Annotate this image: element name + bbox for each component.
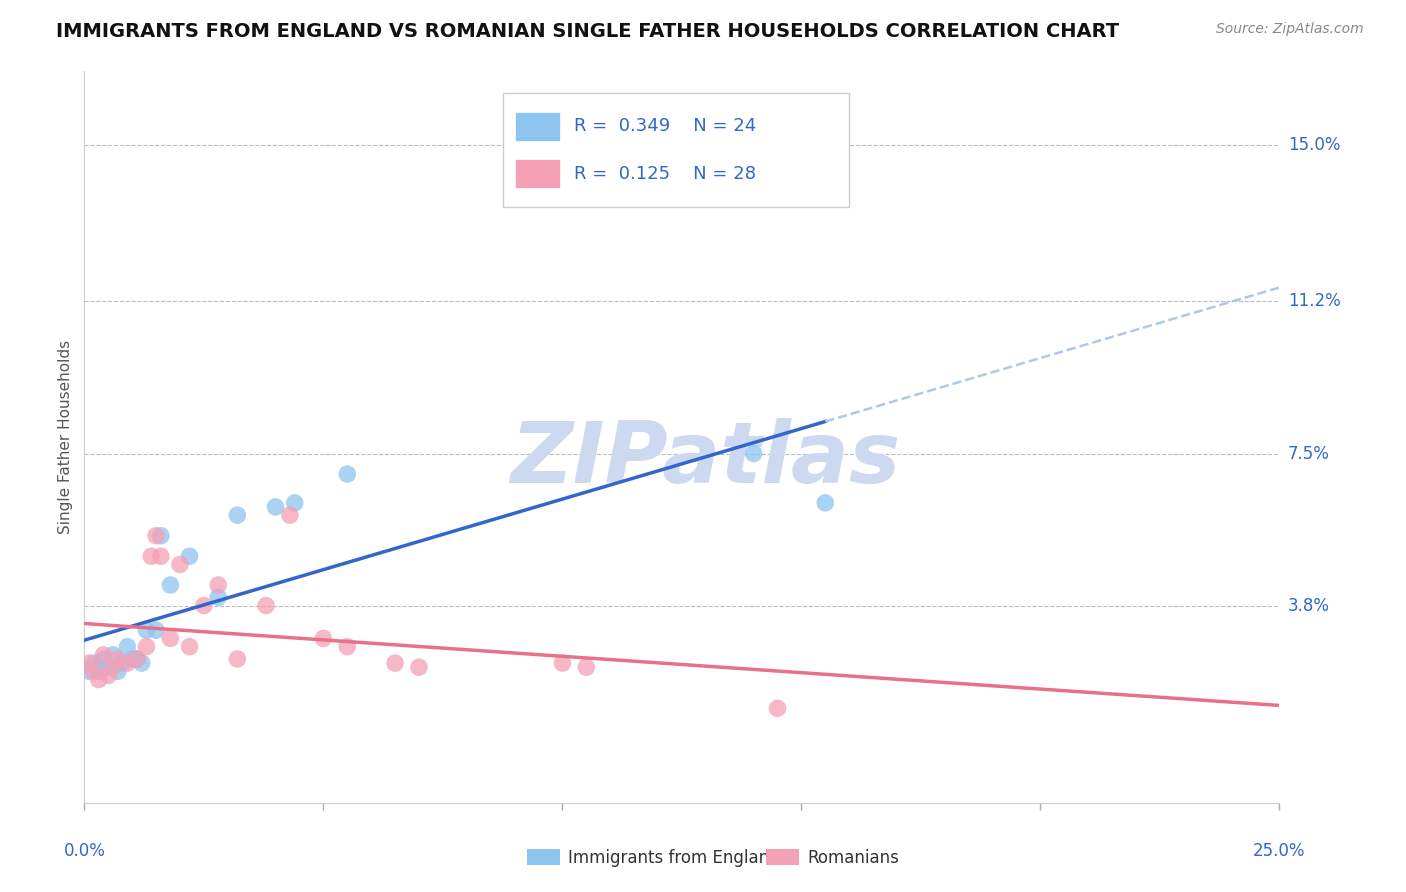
Point — [226, 652, 249, 666]
Point — [207, 591, 229, 605]
Point — [766, 701, 789, 715]
Point — [312, 632, 335, 646]
Point — [169, 558, 191, 572]
Point — [77, 665, 100, 679]
Text: 11.2%: 11.2% — [1288, 293, 1340, 310]
Point — [145, 624, 167, 638]
FancyBboxPatch shape — [503, 94, 849, 207]
Text: Romanians: Romanians — [807, 848, 900, 867]
Y-axis label: Single Father Households: Single Father Households — [58, 340, 73, 534]
Point — [117, 640, 139, 654]
Point — [193, 599, 215, 613]
Point — [254, 599, 277, 613]
Point — [179, 640, 201, 654]
Text: 7.5%: 7.5% — [1288, 444, 1330, 463]
FancyBboxPatch shape — [515, 159, 560, 188]
Point — [149, 549, 172, 564]
Point — [111, 656, 134, 670]
Point — [226, 508, 249, 523]
Point — [83, 656, 105, 670]
Point — [97, 668, 120, 682]
Text: IMMIGRANTS FROM ENGLAND VS ROMANIAN SINGLE FATHER HOUSEHOLDS CORRELATION CHART: IMMIGRANTS FROM ENGLAND VS ROMANIAN SING… — [56, 22, 1119, 41]
Point — [278, 508, 301, 523]
Point — [742, 446, 765, 460]
Point — [135, 624, 157, 638]
Point — [117, 656, 139, 670]
Text: 0.0%: 0.0% — [63, 842, 105, 860]
Text: R =  0.349    N = 24: R = 0.349 N = 24 — [575, 117, 756, 136]
Text: ZIPatlas: ZIPatlas — [510, 417, 901, 500]
Point — [77, 656, 100, 670]
Point — [159, 578, 181, 592]
Point — [83, 665, 105, 679]
Point — [179, 549, 201, 564]
FancyBboxPatch shape — [527, 849, 560, 865]
Point — [149, 529, 172, 543]
Point — [101, 648, 124, 662]
Point — [107, 652, 129, 666]
Point — [97, 660, 120, 674]
Point — [87, 665, 110, 679]
Text: Immigrants from England: Immigrants from England — [568, 848, 780, 867]
Point — [107, 665, 129, 679]
Point — [101, 660, 124, 674]
Point — [121, 652, 143, 666]
Point — [131, 656, 153, 670]
Point — [336, 640, 359, 654]
Point — [264, 500, 287, 514]
Point — [87, 673, 110, 687]
Text: Source: ZipAtlas.com: Source: ZipAtlas.com — [1216, 22, 1364, 37]
Point — [814, 496, 837, 510]
Point — [284, 496, 307, 510]
Point — [135, 640, 157, 654]
Text: 15.0%: 15.0% — [1288, 136, 1340, 154]
Point — [93, 648, 115, 662]
Text: R =  0.125    N = 28: R = 0.125 N = 28 — [575, 165, 756, 183]
Point — [93, 652, 115, 666]
Point — [159, 632, 181, 646]
FancyBboxPatch shape — [766, 849, 799, 865]
Point — [384, 656, 406, 670]
Point — [408, 660, 430, 674]
Point — [125, 652, 148, 666]
FancyBboxPatch shape — [515, 112, 560, 141]
Text: 3.8%: 3.8% — [1288, 597, 1330, 615]
Point — [336, 467, 359, 481]
Point — [207, 578, 229, 592]
Point — [125, 652, 148, 666]
Point — [141, 549, 163, 564]
Text: 25.0%: 25.0% — [1253, 842, 1306, 860]
Point — [551, 656, 574, 670]
Point — [575, 660, 598, 674]
Point — [145, 529, 167, 543]
